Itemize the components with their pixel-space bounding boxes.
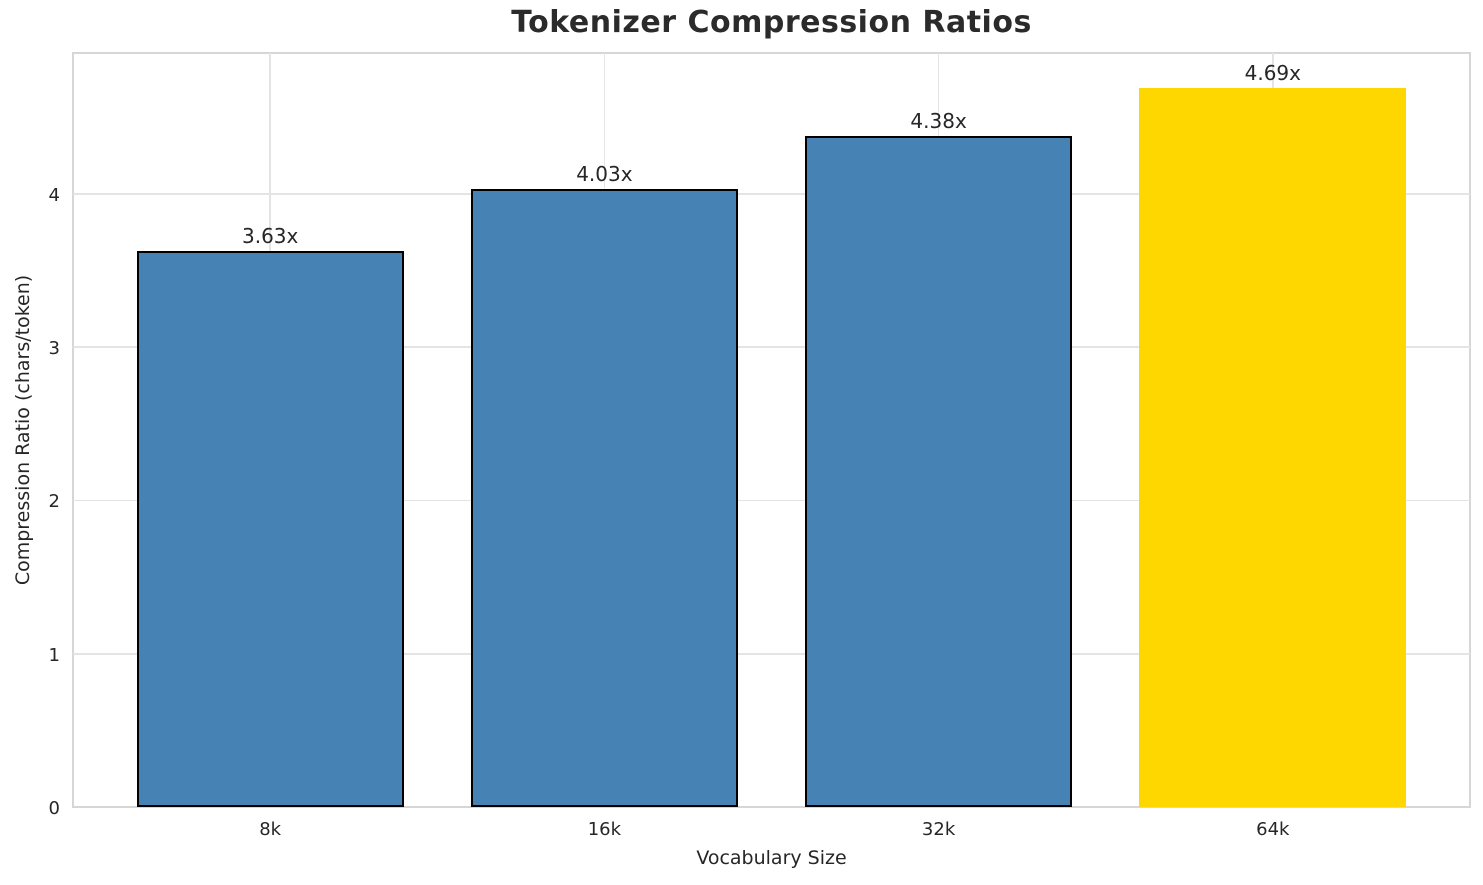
y-axis-label: Compression Ratio (chars/token) <box>12 274 34 586</box>
h-gridline <box>73 346 1470 349</box>
h-gridline <box>73 193 1470 195</box>
h-gridline <box>73 652 1470 655</box>
bar-value-label: 4.69x <box>1244 61 1301 86</box>
bar-64k <box>1139 88 1407 807</box>
bar-8k <box>136 250 404 807</box>
h-gridline <box>73 499 1470 502</box>
chart-title: Tokenizer Compression Ratios <box>511 5 1032 40</box>
x-tick-label: 8k <box>259 819 282 840</box>
bar-32k <box>804 135 1073 807</box>
x-axis-label: Vocabulary Size <box>696 847 847 869</box>
x-tick-label: 64k <box>1256 819 1290 840</box>
y-tick-label: 2 <box>48 491 60 513</box>
plot-area: 3.63x 4.03x 4.38x 4.69x <box>72 52 1471 808</box>
x-tick-label: 16k <box>587 819 622 840</box>
bar-16k <box>470 189 739 807</box>
bar-value-label: 4.38x <box>910 108 967 133</box>
bar-value-label: 3.63x <box>241 223 299 248</box>
x-tick-label: 32k <box>921 819 956 840</box>
y-tick-label: 0 <box>48 798 60 819</box>
bar-value-label: 4.03x <box>576 162 633 187</box>
y-tick-label: 4 <box>48 184 60 206</box>
y-tick-label: 1 <box>48 644 60 666</box>
y-tick-label: 3 <box>48 338 60 360</box>
